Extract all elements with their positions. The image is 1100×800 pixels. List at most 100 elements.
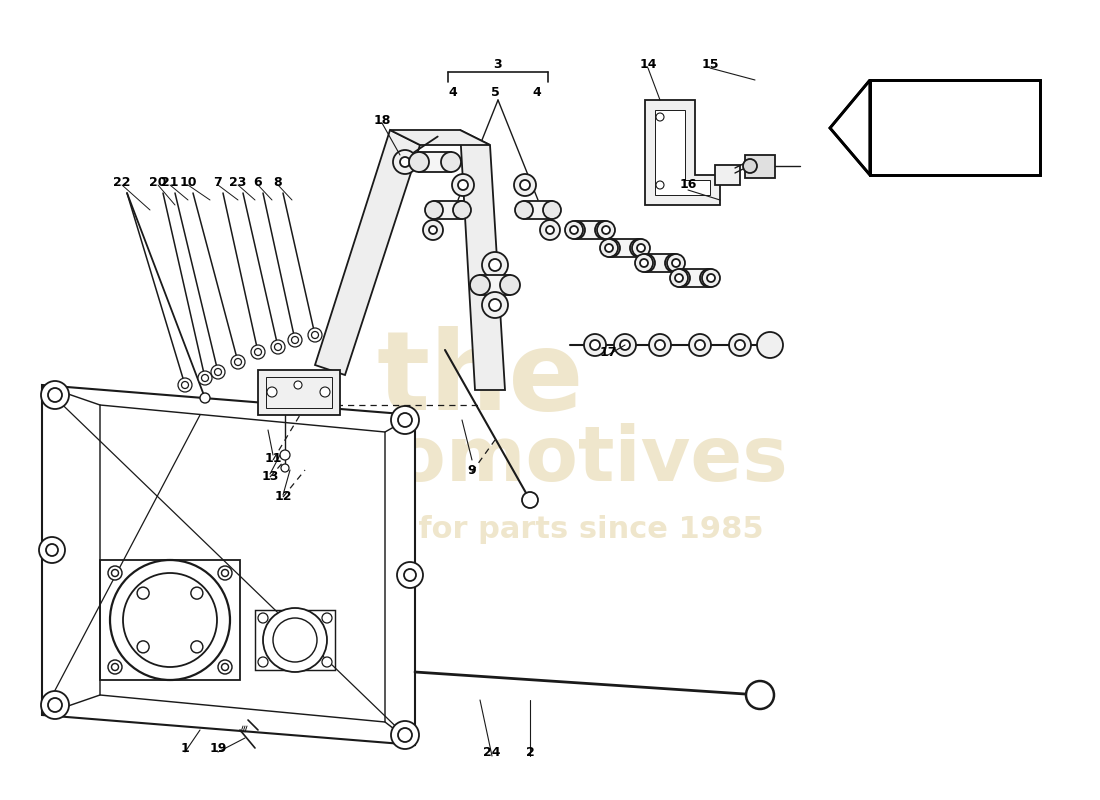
Circle shape <box>614 334 636 356</box>
Circle shape <box>666 254 683 272</box>
Circle shape <box>540 220 560 240</box>
Circle shape <box>258 657 268 667</box>
Circle shape <box>742 159 757 173</box>
Polygon shape <box>390 130 490 145</box>
Text: 23: 23 <box>229 175 246 189</box>
Text: 5: 5 <box>491 86 499 98</box>
Circle shape <box>48 698 62 712</box>
Circle shape <box>48 388 62 402</box>
Polygon shape <box>42 385 415 745</box>
Circle shape <box>649 334 671 356</box>
Text: 15: 15 <box>702 58 718 71</box>
Circle shape <box>221 570 229 577</box>
Circle shape <box>458 180 468 190</box>
Circle shape <box>656 113 664 121</box>
Text: 21: 21 <box>162 175 178 189</box>
Circle shape <box>441 152 461 172</box>
Circle shape <box>271 340 285 354</box>
Polygon shape <box>315 130 420 375</box>
Circle shape <box>214 369 221 375</box>
Text: 2: 2 <box>526 746 535 758</box>
Polygon shape <box>715 165 740 185</box>
Text: 6: 6 <box>254 175 262 189</box>
Circle shape <box>672 269 690 287</box>
Circle shape <box>429 226 437 234</box>
Text: 7: 7 <box>213 175 222 189</box>
Circle shape <box>110 560 230 680</box>
Circle shape <box>605 244 613 252</box>
Text: 10: 10 <box>179 175 197 189</box>
Circle shape <box>590 340 600 350</box>
Circle shape <box>602 239 620 257</box>
Text: 9: 9 <box>468 463 476 477</box>
Circle shape <box>138 587 150 599</box>
Text: 16: 16 <box>680 178 696 191</box>
Polygon shape <box>434 201 462 219</box>
Circle shape <box>404 569 416 581</box>
Polygon shape <box>610 239 639 257</box>
Circle shape <box>211 365 226 379</box>
Circle shape <box>191 587 202 599</box>
Polygon shape <box>460 130 505 390</box>
Circle shape <box>111 663 119 670</box>
Circle shape <box>275 343 282 350</box>
Circle shape <box>398 413 412 427</box>
Circle shape <box>675 274 683 282</box>
Circle shape <box>632 239 650 257</box>
Circle shape <box>482 252 508 278</box>
Circle shape <box>729 334 751 356</box>
Polygon shape <box>654 110 710 195</box>
Circle shape <box>637 254 654 272</box>
Circle shape <box>41 691 69 719</box>
Text: the: the <box>376 326 584 434</box>
Circle shape <box>500 275 520 295</box>
Circle shape <box>707 274 715 282</box>
Circle shape <box>201 374 209 382</box>
Circle shape <box>234 358 242 366</box>
Circle shape <box>46 544 58 556</box>
Circle shape <box>452 174 474 196</box>
Circle shape <box>635 254 653 272</box>
Circle shape <box>400 157 410 167</box>
Circle shape <box>637 244 645 252</box>
Circle shape <box>108 660 122 674</box>
Circle shape <box>198 371 212 385</box>
Circle shape <box>515 201 534 219</box>
Text: 17: 17 <box>600 346 617 358</box>
Circle shape <box>280 450 290 460</box>
Text: 3: 3 <box>493 58 502 71</box>
Circle shape <box>543 201 561 219</box>
Text: 19: 19 <box>209 742 227 754</box>
Circle shape <box>178 378 192 392</box>
Circle shape <box>600 239 618 257</box>
Text: passion for parts since 1985: passion for parts since 1985 <box>276 515 763 545</box>
Circle shape <box>258 613 268 623</box>
Circle shape <box>735 340 745 350</box>
Circle shape <box>200 393 210 403</box>
Circle shape <box>546 226 554 234</box>
Polygon shape <box>646 254 674 272</box>
Polygon shape <box>830 80 870 175</box>
Circle shape <box>41 381 69 409</box>
Polygon shape <box>645 100 720 205</box>
Circle shape <box>111 570 119 577</box>
Circle shape <box>39 537 65 563</box>
Circle shape <box>602 226 610 234</box>
Circle shape <box>640 259 648 267</box>
Circle shape <box>292 337 298 343</box>
Circle shape <box>453 201 471 219</box>
Circle shape <box>294 381 302 389</box>
Polygon shape <box>870 80 1040 175</box>
Circle shape <box>746 681 774 709</box>
Circle shape <box>138 641 150 653</box>
Circle shape <box>514 174 536 196</box>
Polygon shape <box>681 269 710 287</box>
Circle shape <box>425 201 443 219</box>
Text: 18: 18 <box>373 114 390 126</box>
Circle shape <box>482 292 508 318</box>
Circle shape <box>670 269 688 287</box>
Polygon shape <box>258 370 340 415</box>
Circle shape <box>565 221 583 239</box>
Circle shape <box>424 220 443 240</box>
Text: 4: 4 <box>449 86 458 98</box>
